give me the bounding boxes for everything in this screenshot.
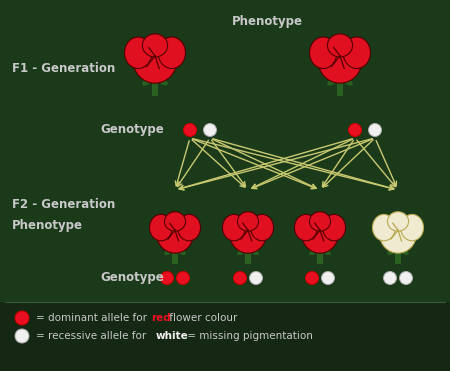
Ellipse shape	[342, 77, 353, 86]
Ellipse shape	[149, 214, 172, 241]
Bar	[0, 302, 450, 371]
Text: F2 - Generation: F2 - Generation	[12, 198, 115, 211]
Ellipse shape	[400, 247, 409, 255]
Ellipse shape	[158, 37, 185, 69]
Ellipse shape	[379, 214, 417, 253]
Ellipse shape	[164, 212, 185, 231]
Ellipse shape	[323, 214, 346, 241]
Ellipse shape	[230, 214, 266, 253]
Ellipse shape	[302, 214, 338, 253]
Bar	[317, 246, 323, 264]
Text: = missing pigmentation: = missing pigmentation	[184, 331, 313, 341]
Text: Phenotype: Phenotype	[12, 219, 83, 232]
Text: white: white	[156, 331, 189, 341]
Circle shape	[249, 272, 262, 285]
Circle shape	[369, 124, 382, 137]
Ellipse shape	[237, 247, 247, 255]
Ellipse shape	[343, 37, 370, 69]
Circle shape	[203, 124, 216, 137]
Bar	[245, 246, 251, 264]
Circle shape	[383, 272, 396, 285]
Circle shape	[400, 272, 413, 285]
Text: = recessive allele for: = recessive allele for	[36, 331, 149, 341]
Circle shape	[15, 329, 29, 343]
Ellipse shape	[328, 34, 353, 57]
Ellipse shape	[322, 247, 331, 255]
Ellipse shape	[387, 212, 409, 231]
Bar	[337, 75, 343, 96]
Ellipse shape	[310, 37, 337, 69]
Circle shape	[234, 272, 247, 285]
Ellipse shape	[157, 77, 168, 86]
Circle shape	[348, 124, 361, 137]
Text: = dominant allele for: = dominant allele for	[36, 313, 150, 323]
Ellipse shape	[222, 214, 245, 241]
Ellipse shape	[250, 247, 259, 255]
Ellipse shape	[142, 77, 153, 86]
Circle shape	[15, 311, 29, 325]
Ellipse shape	[164, 247, 173, 255]
Ellipse shape	[400, 214, 423, 241]
Text: red: red	[151, 313, 171, 323]
Ellipse shape	[387, 247, 396, 255]
Bar	[172, 246, 178, 264]
Ellipse shape	[125, 37, 152, 69]
Text: Genotype: Genotype	[100, 124, 164, 137]
Ellipse shape	[327, 77, 338, 86]
Ellipse shape	[251, 214, 274, 241]
Ellipse shape	[142, 34, 167, 57]
Ellipse shape	[294, 214, 317, 241]
Circle shape	[321, 272, 334, 285]
Circle shape	[176, 272, 189, 285]
Ellipse shape	[178, 214, 201, 241]
Ellipse shape	[176, 247, 186, 255]
Text: F1 - Generation: F1 - Generation	[12, 62, 115, 75]
Ellipse shape	[310, 212, 331, 231]
Bar	[396, 246, 400, 264]
Text: Phenotype: Phenotype	[232, 16, 303, 29]
Circle shape	[161, 272, 174, 285]
Bar	[152, 75, 158, 96]
Ellipse shape	[133, 37, 177, 83]
Ellipse shape	[318, 37, 362, 83]
Ellipse shape	[373, 214, 396, 241]
Ellipse shape	[157, 214, 194, 253]
Text: Genotype: Genotype	[100, 272, 164, 285]
Circle shape	[184, 124, 197, 137]
Text: flower colour: flower colour	[166, 313, 238, 323]
Circle shape	[306, 272, 319, 285]
Ellipse shape	[238, 212, 259, 231]
Ellipse shape	[309, 247, 319, 255]
